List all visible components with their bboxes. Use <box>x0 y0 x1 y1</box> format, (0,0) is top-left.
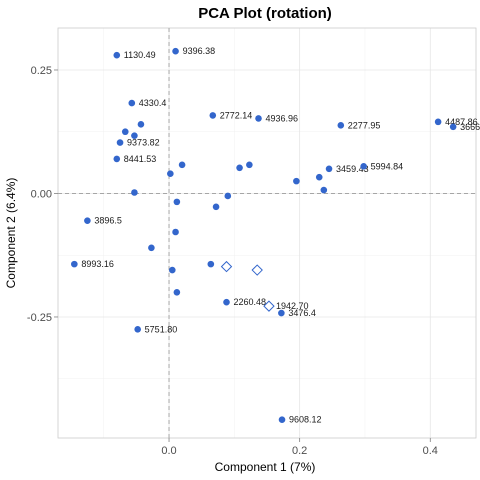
data-point <box>172 47 179 55</box>
y-axis-title: Component 2 (6.4%) <box>4 178 18 289</box>
data-point <box>293 177 300 185</box>
data-point <box>207 260 215 268</box>
axis-ticks: 0.0 0.2 0.4 0.25 0.00 -0.25 <box>27 65 438 457</box>
data-point <box>71 260 78 268</box>
data-point <box>325 165 333 173</box>
data-point <box>116 139 124 146</box>
data-point <box>223 298 230 306</box>
data-point <box>113 51 121 59</box>
point-labels: 1130.49 9396.38 4330.4 2772.14 4936.96 2277.9… <box>81 46 480 425</box>
open-diamond-marker <box>263 300 275 312</box>
data-point-label: 8441.53 <box>124 154 157 164</box>
open-diamond-marker <box>220 260 233 273</box>
x-axis-title: Component 1 (7%) <box>215 460 316 474</box>
data-point-label: 4330.4 <box>139 98 167 108</box>
open-diamond-marker <box>251 264 263 276</box>
data-point <box>278 309 285 317</box>
data-point <box>315 173 323 181</box>
data-point <box>246 161 253 169</box>
data-point-label: 5994.84 <box>371 161 404 171</box>
data-point-label: 1942.70 <box>276 301 309 311</box>
data-point-label: 5751.80 <box>145 324 178 334</box>
data-point <box>337 122 345 129</box>
data-point <box>172 228 179 236</box>
data-point-label: 9373.82 <box>127 138 160 148</box>
data-point <box>134 326 141 333</box>
data-point <box>128 99 136 107</box>
x-tick-label: 0.4 <box>423 445 438 457</box>
data-point <box>320 186 328 194</box>
data-point-label: 2772.14 <box>220 110 253 120</box>
data-point-label: 3476.4 <box>288 308 316 318</box>
data-point <box>236 164 243 172</box>
data-point <box>212 203 220 211</box>
chart-title: PCA Plot (rotation) <box>198 5 332 22</box>
data-point-label: 4936.96 <box>266 113 299 123</box>
data-point <box>209 112 217 119</box>
data-point <box>168 266 176 274</box>
data-point <box>360 163 367 170</box>
data-point <box>278 416 286 424</box>
data-point <box>167 170 174 178</box>
point-markers <box>71 47 457 424</box>
data-point <box>84 217 91 224</box>
data-point <box>173 198 181 206</box>
data-point-label: 2277.95 <box>348 120 381 130</box>
data-point <box>255 115 262 122</box>
data-point <box>173 288 181 296</box>
data-point <box>121 128 129 136</box>
data-point-label: 2260.48 <box>234 297 267 307</box>
data-point-label: 3459.43 <box>336 164 369 174</box>
y-tick-label: 0.00 <box>31 188 52 200</box>
y-tick-label: -0.25 <box>27 312 52 324</box>
data-point-label: 1130.49 <box>124 50 156 60</box>
data-point <box>178 161 186 169</box>
data-point-label: 8993.16 <box>81 259 114 269</box>
plot-panel <box>57 27 477 439</box>
data-point <box>131 189 138 196</box>
data-point <box>449 123 457 131</box>
data-point <box>131 132 138 139</box>
data-point <box>148 244 155 252</box>
data-point-label: 3896.5 <box>94 216 122 226</box>
data-point <box>113 155 121 163</box>
data-point-label: 4487.86 <box>445 117 478 127</box>
data-point <box>224 192 232 200</box>
data-point <box>137 121 145 128</box>
y-tick-label: 0.25 <box>31 65 52 77</box>
data-point-label: 9396.38 <box>183 46 216 56</box>
x-tick-label: 0.2 <box>292 445 307 457</box>
data-point-label: 9608.12 <box>289 415 322 425</box>
panel-border <box>57 27 477 439</box>
x-tick-label: 0.0 <box>161 445 176 457</box>
data-point <box>434 118 442 126</box>
data-point-label: 3666 <box>460 122 480 132</box>
